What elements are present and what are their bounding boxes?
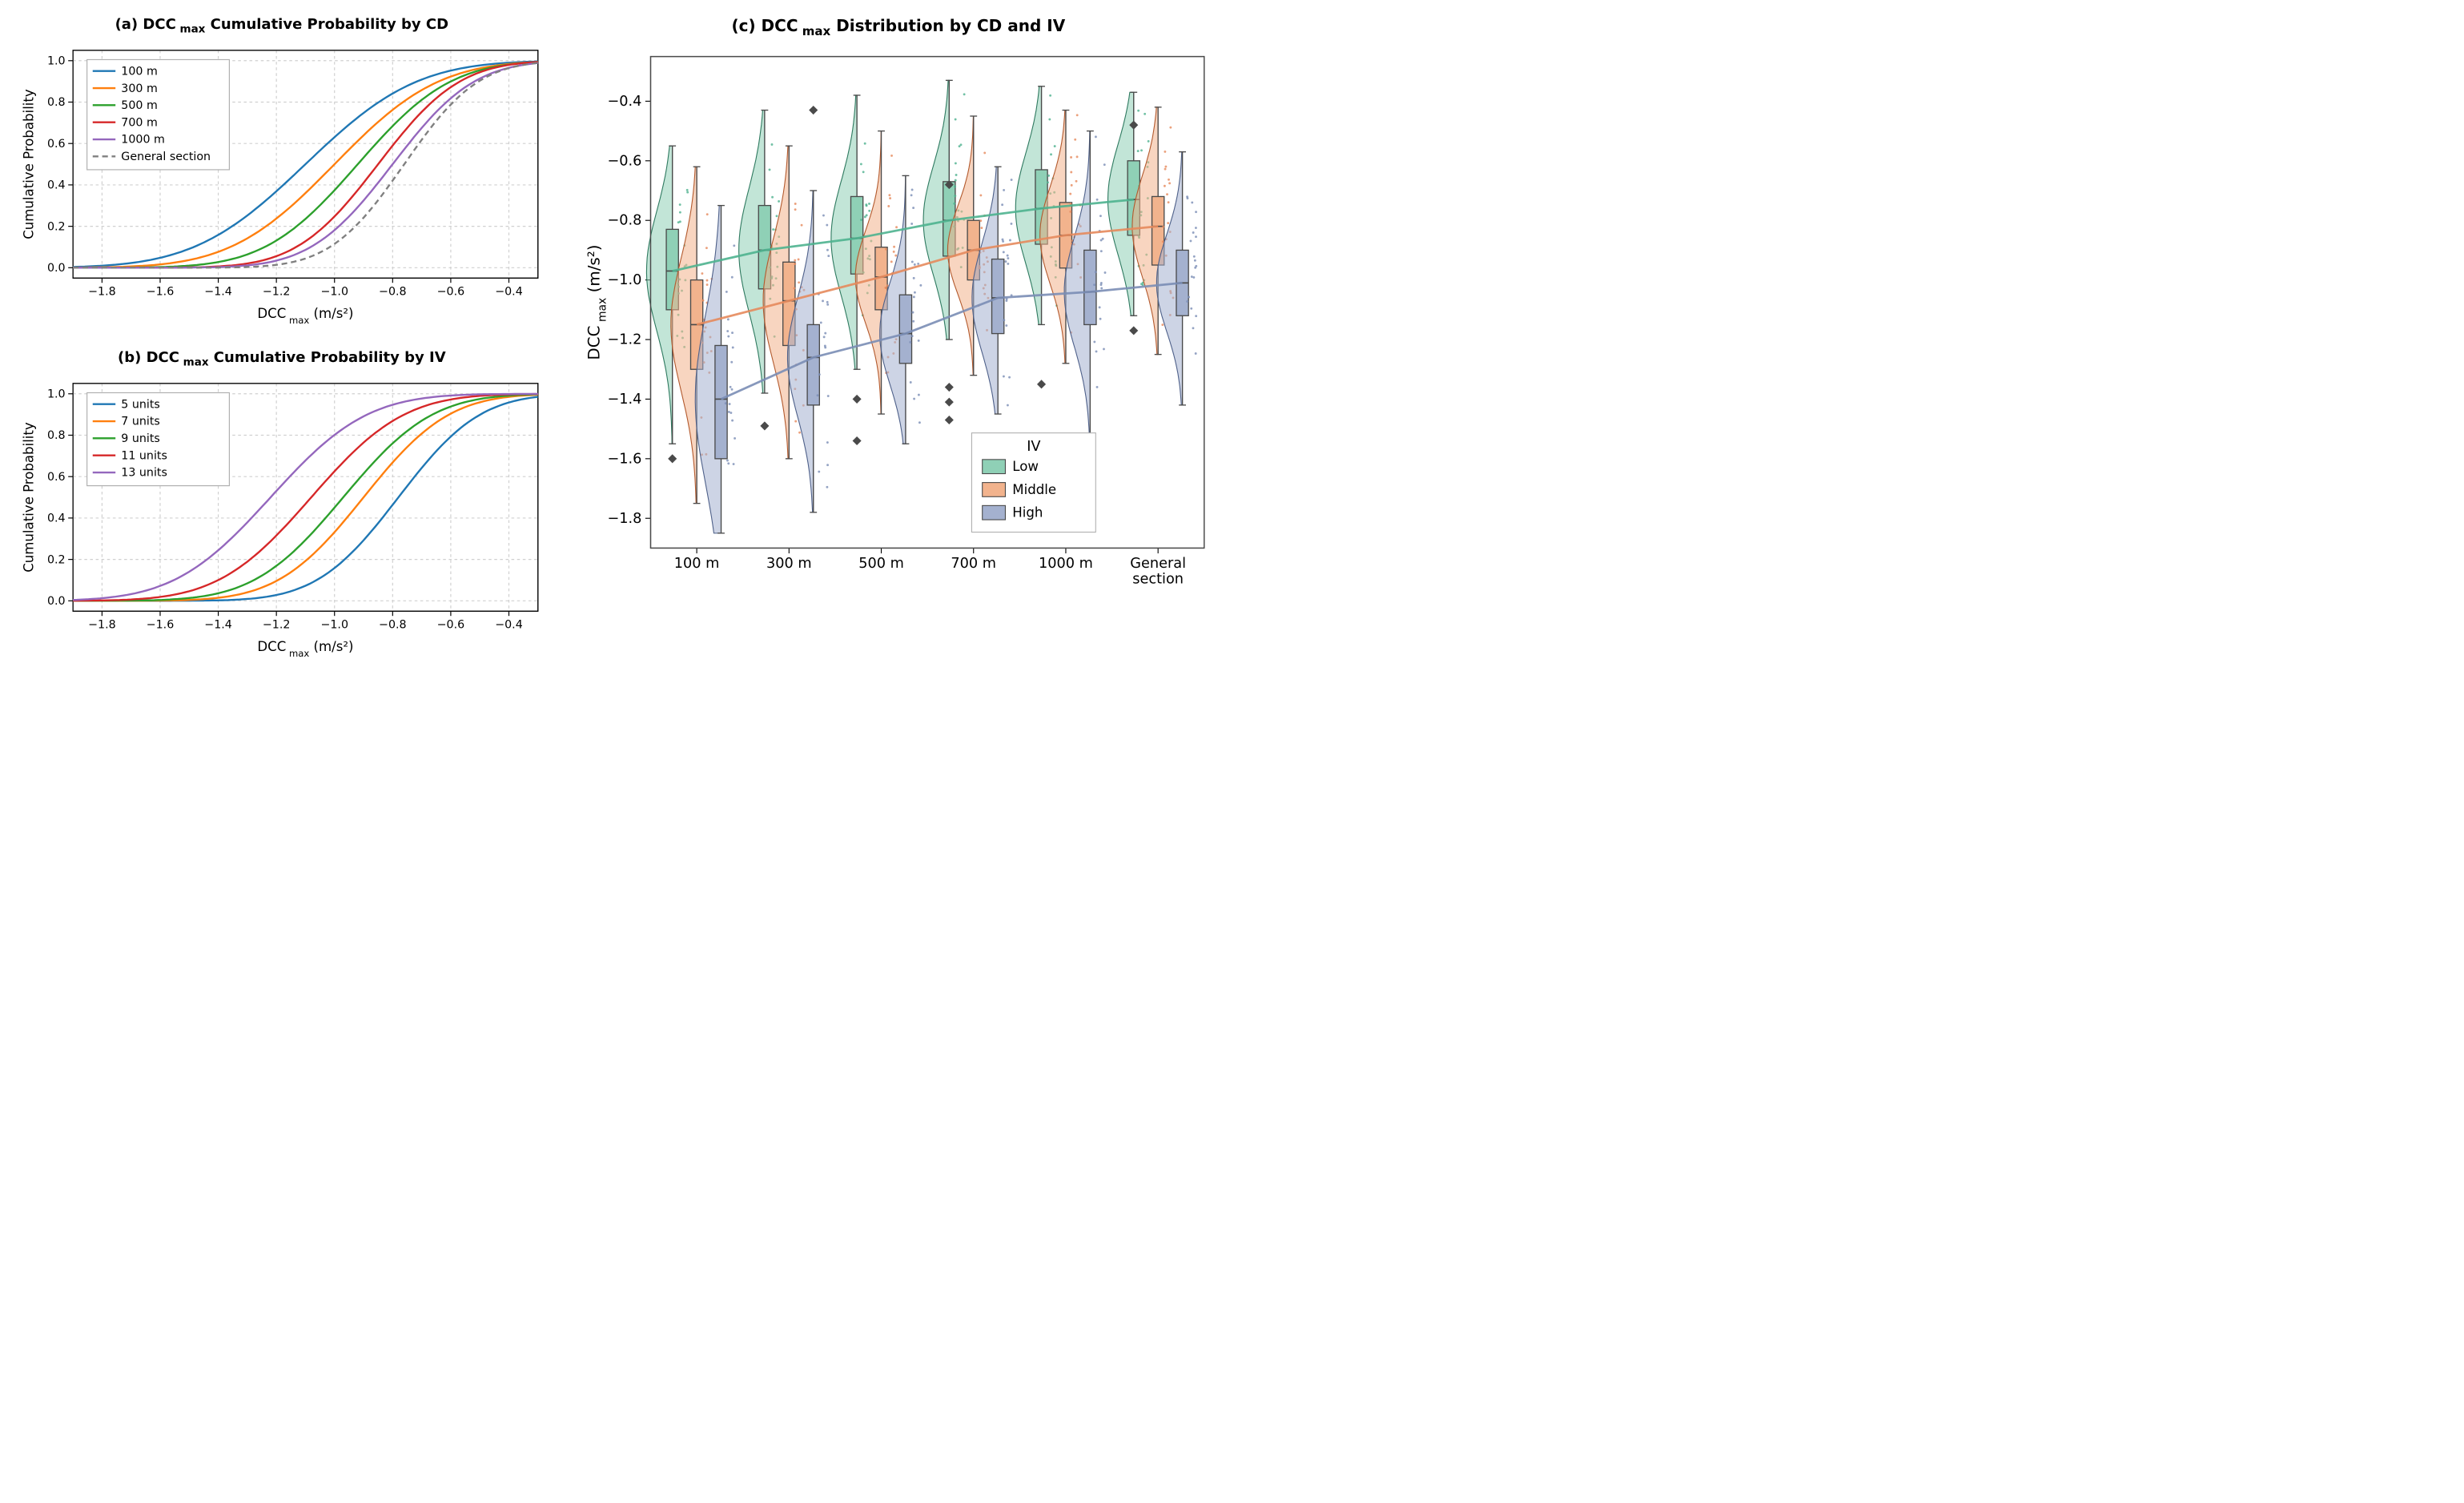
svg-text:−1.4: −1.4 bbox=[204, 618, 232, 631]
svg-text:−1.4: −1.4 bbox=[607, 392, 641, 408]
svg-text:300 m: 300 m bbox=[766, 556, 812, 572]
svg-text:0.6: 0.6 bbox=[47, 471, 66, 484]
svg-text:100 m: 100 m bbox=[673, 556, 719, 572]
svg-text:−1.0: −1.0 bbox=[607, 272, 641, 288]
panel-b-chart: −1.8 −1.6 −1.4 −1.2 −1.0 −0.8 −0.6 −0.4 0.0 0.2 0.… bbox=[16, 374, 548, 659]
svg-text:−0.4: −0.4 bbox=[607, 94, 641, 110]
left-column: (a) DCC max Cumulative Probability by CD… bbox=[16, 16, 548, 658]
panel-a-chart: −1.8 −1.6 −1.4 −1.2 −1.0 −0.8 −0.6 −0.4 0.0 0.2 0.… bbox=[16, 41, 548, 326]
svg-text:Cumulative Probability: Cumulative Probability bbox=[21, 422, 36, 573]
panel-a: (a) DCC max Cumulative Probability by CD… bbox=[16, 16, 548, 325]
svg-text:IV: IV bbox=[1027, 439, 1040, 455]
svg-text:section: section bbox=[1132, 572, 1184, 588]
svg-text:DCC max (m/s²): DCC max (m/s²) bbox=[257, 306, 353, 325]
svg-text:500 m: 500 m bbox=[858, 556, 904, 572]
svg-text:7 units: 7 units bbox=[121, 415, 160, 428]
svg-text:−1.6: −1.6 bbox=[147, 285, 175, 298]
svg-text:DCC max (m/s²): DCC max (m/s²) bbox=[585, 244, 609, 360]
svg-text:0.0: 0.0 bbox=[47, 262, 66, 275]
svg-text:−0.8: −0.8 bbox=[379, 618, 407, 631]
svg-text:−1.0: −1.0 bbox=[320, 285, 348, 298]
svg-text:−1.8: −1.8 bbox=[88, 618, 116, 631]
figure-container: (a) DCC max Cumulative Probability by CD… bbox=[16, 16, 1217, 658]
svg-text:−0.8: −0.8 bbox=[607, 213, 641, 229]
panel-b: (b) DCC max Cumulative Probability by IV… bbox=[16, 349, 548, 658]
svg-text:−1.8: −1.8 bbox=[607, 511, 641, 527]
svg-text:1.0: 1.0 bbox=[47, 54, 66, 67]
svg-text:−0.4: −0.4 bbox=[495, 618, 523, 631]
panel-c: (c) DCC max Distribution by CD and IV −1… bbox=[580, 16, 1217, 610]
svg-text:0.2: 0.2 bbox=[47, 220, 66, 233]
svg-text:−1.8: −1.8 bbox=[88, 285, 116, 298]
svg-text:−0.6: −0.6 bbox=[437, 285, 465, 298]
svg-text:0.8: 0.8 bbox=[47, 429, 66, 442]
svg-text:Middle: Middle bbox=[1012, 482, 1056, 497]
svg-text:300 m: 300 m bbox=[121, 82, 158, 94]
svg-text:700 m: 700 m bbox=[121, 116, 158, 129]
svg-text:11 units: 11 units bbox=[121, 449, 167, 462]
panel-b-title: (b) DCC max Cumulative Probability by IV bbox=[16, 349, 548, 369]
svg-text:100 m: 100 m bbox=[121, 65, 158, 78]
svg-text:−0.6: −0.6 bbox=[607, 153, 641, 169]
svg-text:DCC max (m/s²): DCC max (m/s²) bbox=[257, 639, 353, 658]
svg-text:13 units: 13 units bbox=[121, 466, 167, 479]
svg-text:1.0: 1.0 bbox=[47, 388, 66, 400]
svg-text:−0.8: −0.8 bbox=[379, 285, 407, 298]
svg-text:−1.2: −1.2 bbox=[263, 618, 291, 631]
svg-text:−0.4: −0.4 bbox=[495, 285, 523, 298]
svg-text:0.2: 0.2 bbox=[47, 553, 66, 566]
svg-text:1000 m: 1000 m bbox=[1039, 556, 1093, 572]
svg-text:−1.2: −1.2 bbox=[607, 332, 641, 348]
svg-text:−1.0: −1.0 bbox=[320, 618, 348, 631]
svg-text:9 units: 9 units bbox=[121, 432, 160, 445]
svg-text:−0.6: −0.6 bbox=[437, 618, 465, 631]
svg-text:Cumulative Probability: Cumulative Probability bbox=[21, 89, 36, 239]
svg-text:−1.6: −1.6 bbox=[147, 618, 175, 631]
svg-text:General section: General section bbox=[121, 151, 211, 163]
svg-text:5 units: 5 units bbox=[121, 398, 160, 411]
svg-text:High: High bbox=[1012, 505, 1043, 520]
svg-text:0.4: 0.4 bbox=[47, 512, 66, 524]
svg-text:Low: Low bbox=[1012, 459, 1039, 474]
svg-text:0.0: 0.0 bbox=[47, 595, 66, 608]
svg-text:−1.2: −1.2 bbox=[263, 285, 291, 298]
panel-c-title: (c) DCC max Distribution by CD and IV bbox=[580, 16, 1217, 38]
right-column: (c) DCC max Distribution by CD and IV −1… bbox=[580, 16, 1217, 658]
svg-text:700 m: 700 m bbox=[951, 556, 996, 572]
svg-text:1000 m: 1000 m bbox=[121, 133, 165, 146]
svg-text:500 m: 500 m bbox=[121, 99, 158, 112]
svg-text:0.6: 0.6 bbox=[47, 138, 66, 151]
panel-a-title: (a) DCC max Cumulative Probability by CD bbox=[16, 16, 548, 36]
panel-c-chart: −1.8 −1.6 −1.4 −1.2 −1.0 −0.8 −0.6 −0.4 100 m 300… bbox=[580, 43, 1217, 610]
svg-text:General: General bbox=[1130, 556, 1186, 572]
svg-text:0.8: 0.8 bbox=[47, 96, 66, 109]
svg-text:−1.6: −1.6 bbox=[607, 451, 641, 467]
svg-text:−1.4: −1.4 bbox=[204, 285, 232, 298]
svg-text:0.4: 0.4 bbox=[47, 179, 66, 191]
